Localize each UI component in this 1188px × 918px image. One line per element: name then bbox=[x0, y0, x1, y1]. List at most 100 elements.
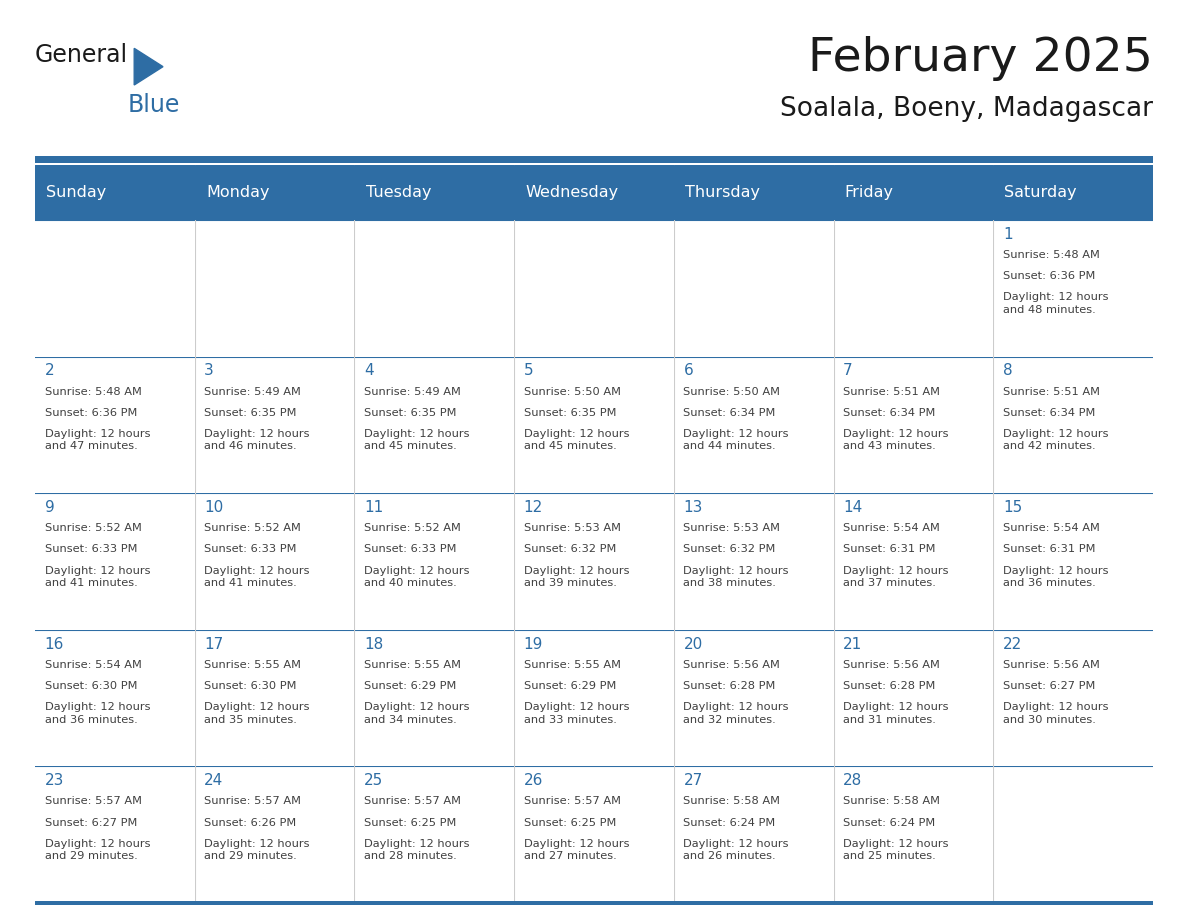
Text: 2: 2 bbox=[45, 364, 55, 378]
Text: Sunset: 6:25 PM: Sunset: 6:25 PM bbox=[524, 818, 617, 828]
Text: Daylight: 12 hours
and 41 minutes.: Daylight: 12 hours and 41 minutes. bbox=[204, 565, 310, 588]
Text: Sunset: 6:29 PM: Sunset: 6:29 PM bbox=[364, 681, 456, 691]
Text: Sunset: 6:32 PM: Sunset: 6:32 PM bbox=[524, 544, 617, 554]
Text: Daylight: 12 hours
and 37 minutes.: Daylight: 12 hours and 37 minutes. bbox=[843, 565, 949, 588]
Text: 5: 5 bbox=[524, 364, 533, 378]
Text: 14: 14 bbox=[843, 500, 862, 515]
Text: Sunset: 6:34 PM: Sunset: 6:34 PM bbox=[1003, 408, 1095, 418]
Text: Sunrise: 5:54 AM: Sunrise: 5:54 AM bbox=[843, 523, 940, 533]
Text: Sunrise: 5:56 AM: Sunrise: 5:56 AM bbox=[843, 660, 940, 670]
Text: 13: 13 bbox=[683, 500, 703, 515]
Text: 25: 25 bbox=[364, 773, 384, 789]
Text: Sunset: 6:34 PM: Sunset: 6:34 PM bbox=[683, 408, 776, 418]
Text: Sunset: 6:36 PM: Sunset: 6:36 PM bbox=[1003, 271, 1095, 281]
Text: 3: 3 bbox=[204, 364, 214, 378]
Text: Sunrise: 5:58 AM: Sunrise: 5:58 AM bbox=[843, 797, 940, 806]
Text: Sunrise: 5:52 AM: Sunrise: 5:52 AM bbox=[204, 523, 302, 533]
Text: Sunset: 6:29 PM: Sunset: 6:29 PM bbox=[524, 681, 617, 691]
Text: Daylight: 12 hours
and 34 minutes.: Daylight: 12 hours and 34 minutes. bbox=[364, 702, 469, 724]
Text: Daylight: 12 hours
and 32 minutes.: Daylight: 12 hours and 32 minutes. bbox=[683, 702, 789, 724]
Text: Sunrise: 5:51 AM: Sunrise: 5:51 AM bbox=[843, 386, 940, 397]
Text: Sunrise: 5:57 AM: Sunrise: 5:57 AM bbox=[45, 797, 141, 806]
Text: 20: 20 bbox=[683, 636, 702, 652]
Text: Saturday: Saturday bbox=[1005, 185, 1078, 200]
Text: Daylight: 12 hours
and 29 minutes.: Daylight: 12 hours and 29 minutes. bbox=[45, 839, 150, 861]
Text: Sunset: 6:33 PM: Sunset: 6:33 PM bbox=[204, 544, 297, 554]
Text: Daylight: 12 hours
and 28 minutes.: Daylight: 12 hours and 28 minutes. bbox=[364, 839, 469, 861]
Text: 28: 28 bbox=[843, 773, 862, 789]
Text: 17: 17 bbox=[204, 636, 223, 652]
Text: Sunrise: 5:49 AM: Sunrise: 5:49 AM bbox=[364, 386, 461, 397]
Text: Sunset: 6:24 PM: Sunset: 6:24 PM bbox=[683, 818, 776, 828]
Text: Sunrise: 5:57 AM: Sunrise: 5:57 AM bbox=[524, 797, 620, 806]
Text: Sunrise: 5:50 AM: Sunrise: 5:50 AM bbox=[524, 386, 620, 397]
Text: Sunset: 6:34 PM: Sunset: 6:34 PM bbox=[843, 408, 935, 418]
Text: 11: 11 bbox=[364, 500, 384, 515]
Text: Sunset: 6:36 PM: Sunset: 6:36 PM bbox=[45, 408, 137, 418]
Text: Daylight: 12 hours
and 25 minutes.: Daylight: 12 hours and 25 minutes. bbox=[843, 839, 949, 861]
Text: Sunrise: 5:51 AM: Sunrise: 5:51 AM bbox=[1003, 386, 1100, 397]
Text: Daylight: 12 hours
and 27 minutes.: Daylight: 12 hours and 27 minutes. bbox=[524, 839, 630, 861]
Text: 4: 4 bbox=[364, 364, 374, 378]
Text: Blue: Blue bbox=[128, 94, 181, 118]
Text: Sunrise: 5:54 AM: Sunrise: 5:54 AM bbox=[45, 660, 141, 670]
Text: 27: 27 bbox=[683, 773, 702, 789]
Text: Sunset: 6:28 PM: Sunset: 6:28 PM bbox=[683, 681, 776, 691]
Text: Sunrise: 5:53 AM: Sunrise: 5:53 AM bbox=[524, 523, 620, 533]
Text: Sunset: 6:35 PM: Sunset: 6:35 PM bbox=[364, 408, 456, 418]
Text: Sunset: 6:35 PM: Sunset: 6:35 PM bbox=[524, 408, 617, 418]
Text: Wednesday: Wednesday bbox=[525, 185, 619, 200]
Text: Daylight: 12 hours
and 43 minutes.: Daylight: 12 hours and 43 minutes. bbox=[843, 429, 949, 452]
Text: Sunrise: 5:48 AM: Sunrise: 5:48 AM bbox=[1003, 250, 1100, 260]
Text: Daylight: 12 hours
and 33 minutes.: Daylight: 12 hours and 33 minutes. bbox=[524, 702, 630, 724]
Text: Daylight: 12 hours
and 44 minutes.: Daylight: 12 hours and 44 minutes. bbox=[683, 429, 789, 452]
Text: Sunrise: 5:52 AM: Sunrise: 5:52 AM bbox=[45, 523, 141, 533]
Text: 24: 24 bbox=[204, 773, 223, 789]
Text: 21: 21 bbox=[843, 636, 862, 652]
Text: Sunrise: 5:53 AM: Sunrise: 5:53 AM bbox=[683, 523, 781, 533]
Text: 23: 23 bbox=[45, 773, 64, 789]
Text: Daylight: 12 hours
and 45 minutes.: Daylight: 12 hours and 45 minutes. bbox=[524, 429, 630, 452]
Text: Tuesday: Tuesday bbox=[366, 185, 431, 200]
Text: Daylight: 12 hours
and 38 minutes.: Daylight: 12 hours and 38 minutes. bbox=[683, 565, 789, 588]
Text: Sunrise: 5:48 AM: Sunrise: 5:48 AM bbox=[45, 386, 141, 397]
Text: Daylight: 12 hours
and 41 minutes.: Daylight: 12 hours and 41 minutes. bbox=[45, 565, 150, 588]
Text: Daylight: 12 hours
and 39 minutes.: Daylight: 12 hours and 39 minutes. bbox=[524, 565, 630, 588]
Text: Daylight: 12 hours
and 36 minutes.: Daylight: 12 hours and 36 minutes. bbox=[45, 702, 150, 724]
Text: Daylight: 12 hours
and 30 minutes.: Daylight: 12 hours and 30 minutes. bbox=[1003, 702, 1108, 724]
Text: 6: 6 bbox=[683, 364, 693, 378]
Text: 9: 9 bbox=[45, 500, 55, 515]
Text: 12: 12 bbox=[524, 500, 543, 515]
Text: Sunrise: 5:54 AM: Sunrise: 5:54 AM bbox=[1003, 523, 1100, 533]
Text: Sunset: 6:30 PM: Sunset: 6:30 PM bbox=[45, 681, 137, 691]
Text: Sunset: 6:30 PM: Sunset: 6:30 PM bbox=[204, 681, 297, 691]
Polygon shape bbox=[134, 49, 163, 85]
Text: Daylight: 12 hours
and 36 minutes.: Daylight: 12 hours and 36 minutes. bbox=[1003, 565, 1108, 588]
Text: Friday: Friday bbox=[845, 185, 893, 200]
Text: Sunrise: 5:55 AM: Sunrise: 5:55 AM bbox=[204, 660, 302, 670]
Text: 10: 10 bbox=[204, 500, 223, 515]
Text: Daylight: 12 hours
and 29 minutes.: Daylight: 12 hours and 29 minutes. bbox=[204, 839, 310, 861]
Text: Daylight: 12 hours
and 46 minutes.: Daylight: 12 hours and 46 minutes. bbox=[204, 429, 310, 452]
Text: 7: 7 bbox=[843, 364, 853, 378]
Text: Sunrise: 5:57 AM: Sunrise: 5:57 AM bbox=[364, 797, 461, 806]
Text: Thursday: Thursday bbox=[685, 185, 760, 200]
Text: Sunset: 6:31 PM: Sunset: 6:31 PM bbox=[1003, 544, 1095, 554]
Text: 22: 22 bbox=[1003, 636, 1022, 652]
Text: Sunrise: 5:56 AM: Sunrise: 5:56 AM bbox=[1003, 660, 1100, 670]
Text: Daylight: 12 hours
and 45 minutes.: Daylight: 12 hours and 45 minutes. bbox=[364, 429, 469, 452]
Text: Sunrise: 5:50 AM: Sunrise: 5:50 AM bbox=[683, 386, 781, 397]
Text: Sunrise: 5:56 AM: Sunrise: 5:56 AM bbox=[683, 660, 781, 670]
Text: Sunset: 6:33 PM: Sunset: 6:33 PM bbox=[45, 544, 137, 554]
Text: Daylight: 12 hours
and 31 minutes.: Daylight: 12 hours and 31 minutes. bbox=[843, 702, 949, 724]
Text: Sunrise: 5:58 AM: Sunrise: 5:58 AM bbox=[683, 797, 781, 806]
Text: Sunset: 6:35 PM: Sunset: 6:35 PM bbox=[204, 408, 297, 418]
Text: Sunrise: 5:55 AM: Sunrise: 5:55 AM bbox=[364, 660, 461, 670]
Text: Sunday: Sunday bbox=[46, 185, 107, 200]
Text: 18: 18 bbox=[364, 636, 384, 652]
Text: Sunset: 6:27 PM: Sunset: 6:27 PM bbox=[1003, 681, 1095, 691]
Text: General: General bbox=[34, 43, 128, 67]
Text: Daylight: 12 hours
and 26 minutes.: Daylight: 12 hours and 26 minutes. bbox=[683, 839, 789, 861]
Text: Daylight: 12 hours
and 48 minutes.: Daylight: 12 hours and 48 minutes. bbox=[1003, 293, 1108, 315]
Text: Sunset: 6:24 PM: Sunset: 6:24 PM bbox=[843, 818, 935, 828]
